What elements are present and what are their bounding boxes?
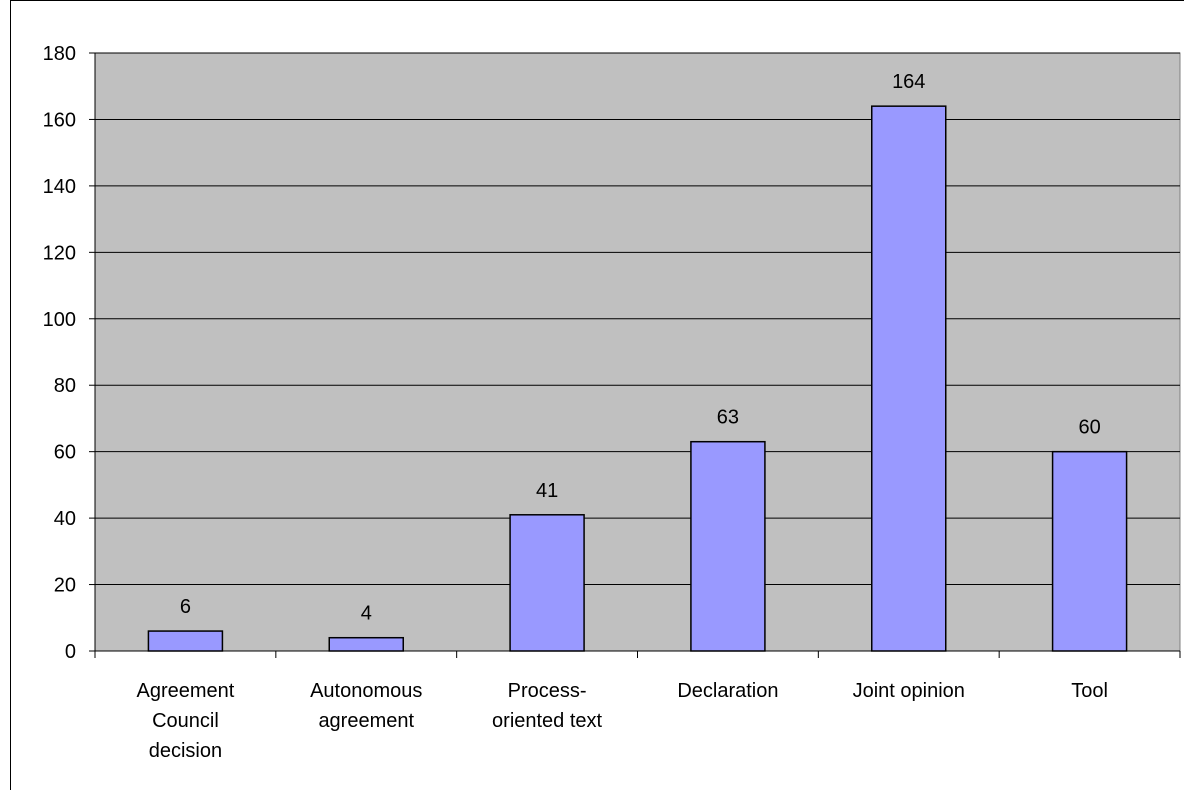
labels: 6 Agreement Council decision 4 Autonomous agre… — [136, 71, 1107, 762]
bar-2 — [509, 514, 585, 652]
y-tick-label: 160 — [43, 109, 76, 131]
data-label-5: 60 — [1078, 417, 1100, 439]
x-tick-label-2: Process- — [508, 680, 587, 702]
data-label-1: 4 — [361, 603, 372, 625]
x-tick-label-3: Declaration — [677, 680, 778, 702]
x-tick-label-0: Council — [152, 710, 219, 732]
data-label-2: 41 — [536, 480, 558, 502]
bar-0 — [147, 630, 224, 652]
y-tick-label: 180 — [43, 43, 76, 65]
y-tick-label: 80 — [54, 375, 76, 397]
axes: 0 20 40 60 80 100 120 140 160 180 — [43, 43, 1181, 663]
y-tick-label: 0 — [65, 641, 76, 663]
x-tick-label-4: Joint opinion — [853, 680, 965, 702]
y-tick-label: 60 — [54, 442, 76, 464]
bars — [147, 105, 1128, 652]
bar-5 — [1051, 450, 1128, 652]
data-label-3: 63 — [717, 407, 739, 429]
y-tick-label: 40 — [54, 508, 76, 530]
plot-area — [94, 52, 1181, 652]
x-tick-label-1: Autonomous — [310, 680, 422, 702]
x-tick-label-0: decision — [149, 740, 222, 762]
x-tick-label-0: Agreement — [136, 680, 234, 702]
x-tick-label-2: oriented text — [492, 710, 603, 732]
gridlines — [95, 52, 1180, 586]
y-tick-label: 100 — [43, 309, 76, 331]
bar-3 — [690, 440, 766, 652]
x-tick-label-1: agreement — [318, 710, 414, 732]
bar-4 — [871, 105, 947, 652]
y-tick-label: 120 — [43, 242, 76, 264]
bar-1 — [328, 636, 404, 652]
y-tick-label: 20 — [54, 575, 76, 597]
data-label-4: 164 — [892, 71, 925, 93]
x-tick-label-5: Tool — [1071, 680, 1108, 702]
data-label-0: 6 — [180, 596, 191, 618]
y-tick-label: 140 — [43, 176, 76, 198]
